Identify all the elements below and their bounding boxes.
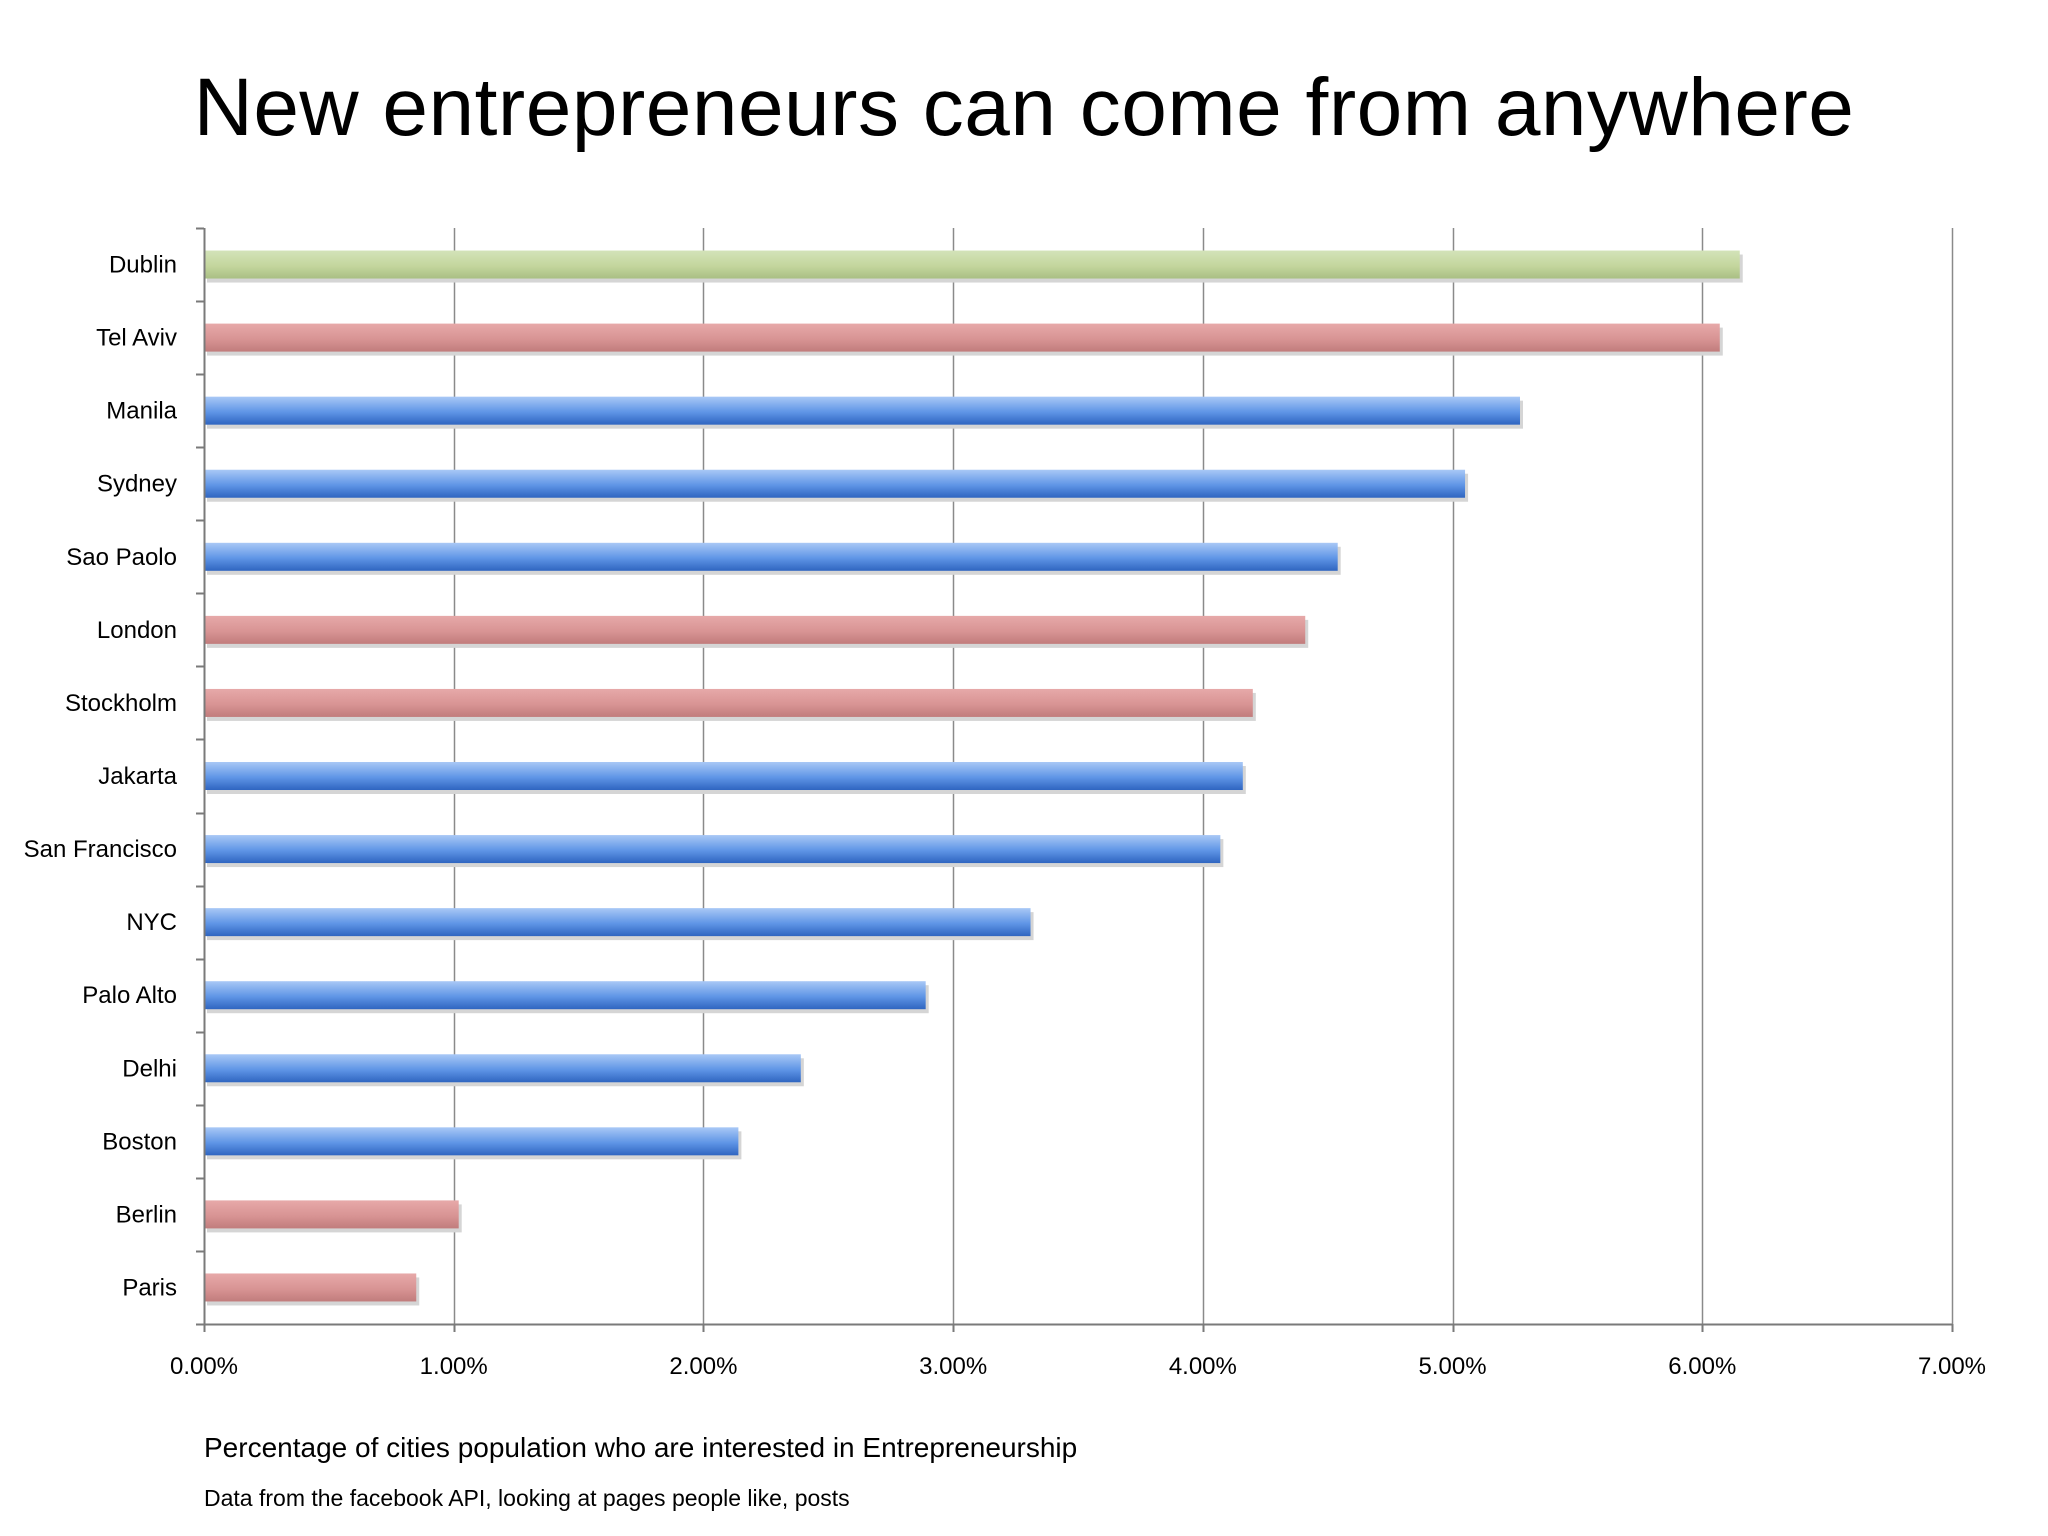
category-label: Dublin bbox=[109, 252, 177, 279]
category-label: Palo Alto bbox=[82, 982, 177, 1009]
category-label: San Francisco bbox=[24, 836, 177, 863]
bar-stockholm bbox=[204, 688, 1253, 717]
chart-title: New entrepreneurs can come from anywhere bbox=[193, 62, 1855, 153]
bar-tel-aviv bbox=[204, 323, 1720, 352]
x-tick-label: 6.00% bbox=[1668, 1353, 1736, 1380]
category-label: NYC bbox=[126, 909, 177, 936]
bar-sao-paolo bbox=[204, 542, 1338, 571]
bars bbox=[204, 250, 1740, 1302]
category-label: Tel Aviv bbox=[96, 325, 177, 352]
bar-san-francisco bbox=[204, 835, 1221, 864]
category-label: Berlin bbox=[116, 1201, 177, 1228]
category-label: Jakarta bbox=[98, 763, 177, 790]
bar-palo-alto bbox=[204, 981, 926, 1010]
category-label: Stockholm bbox=[65, 690, 177, 717]
category-label: Paris bbox=[122, 1274, 177, 1301]
category-label: Sydney bbox=[97, 471, 177, 498]
bar-sydney bbox=[204, 469, 1466, 498]
category-label: Manila bbox=[106, 398, 177, 425]
bar-boston bbox=[204, 1127, 739, 1156]
x-tick-label: 4.00% bbox=[1169, 1353, 1237, 1380]
bar-dublin bbox=[204, 250, 1740, 279]
x-tick-label: 1.00% bbox=[420, 1353, 488, 1380]
category-label: London bbox=[97, 617, 177, 644]
bar-berlin bbox=[204, 1200, 459, 1229]
chart-source-note: Data from the facebook API, looking at p… bbox=[204, 1485, 850, 1511]
category-label: Sao Paolo bbox=[66, 544, 177, 571]
chart-footnote: Percentage of cities population who are … bbox=[204, 1432, 1078, 1463]
x-tick-label: 7.00% bbox=[1918, 1353, 1986, 1380]
category-label: Boston bbox=[102, 1128, 177, 1155]
bar-delhi bbox=[204, 1054, 801, 1083]
x-tick-label: 5.00% bbox=[1419, 1353, 1487, 1380]
x-tick-label: 0.00% bbox=[170, 1353, 238, 1380]
bar-london bbox=[204, 615, 1306, 644]
bar-jakarta bbox=[204, 762, 1243, 790]
axis-labels: Dublin Tel Aviv Manila Sydney Sao Paolo Londo… bbox=[24, 252, 1986, 1380]
axes bbox=[196, 227, 1954, 1332]
bar-nyc bbox=[204, 908, 1031, 937]
bar-manila bbox=[204, 396, 1520, 425]
bar-paris bbox=[204, 1273, 417, 1302]
x-tick-label: 3.00% bbox=[919, 1353, 987, 1380]
x-tick-label: 2.00% bbox=[669, 1353, 737, 1380]
category-label: Delhi bbox=[122, 1055, 177, 1082]
